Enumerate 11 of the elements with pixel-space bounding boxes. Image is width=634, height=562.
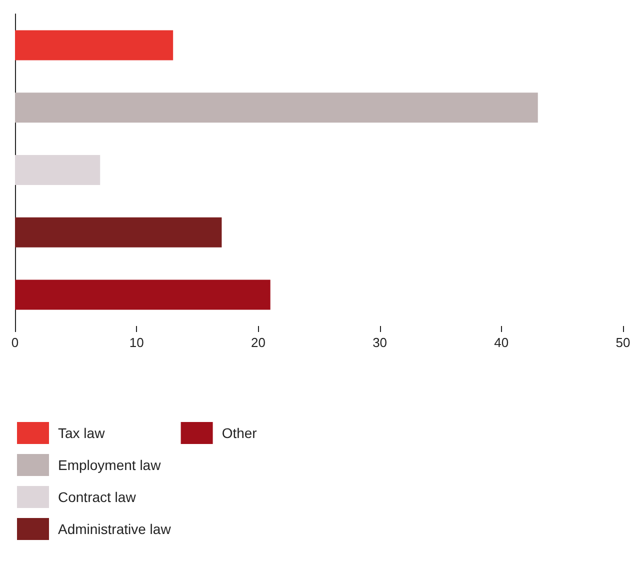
x-tick-label: 0 bbox=[11, 335, 19, 350]
x-tick-label: 10 bbox=[129, 335, 144, 350]
legend-label: Administrative law bbox=[58, 521, 172, 537]
x-tick-label: 20 bbox=[250, 335, 266, 350]
legend-label: Contract law bbox=[58, 489, 137, 505]
x-tick-label: 30 bbox=[372, 335, 388, 350]
legend-label: Employment law bbox=[58, 457, 162, 473]
legend-label: Other bbox=[222, 425, 258, 441]
legend-label: Tax law bbox=[58, 425, 106, 441]
x-tick-label: 40 bbox=[494, 335, 509, 350]
x-tick-label: 50 bbox=[616, 335, 630, 350]
